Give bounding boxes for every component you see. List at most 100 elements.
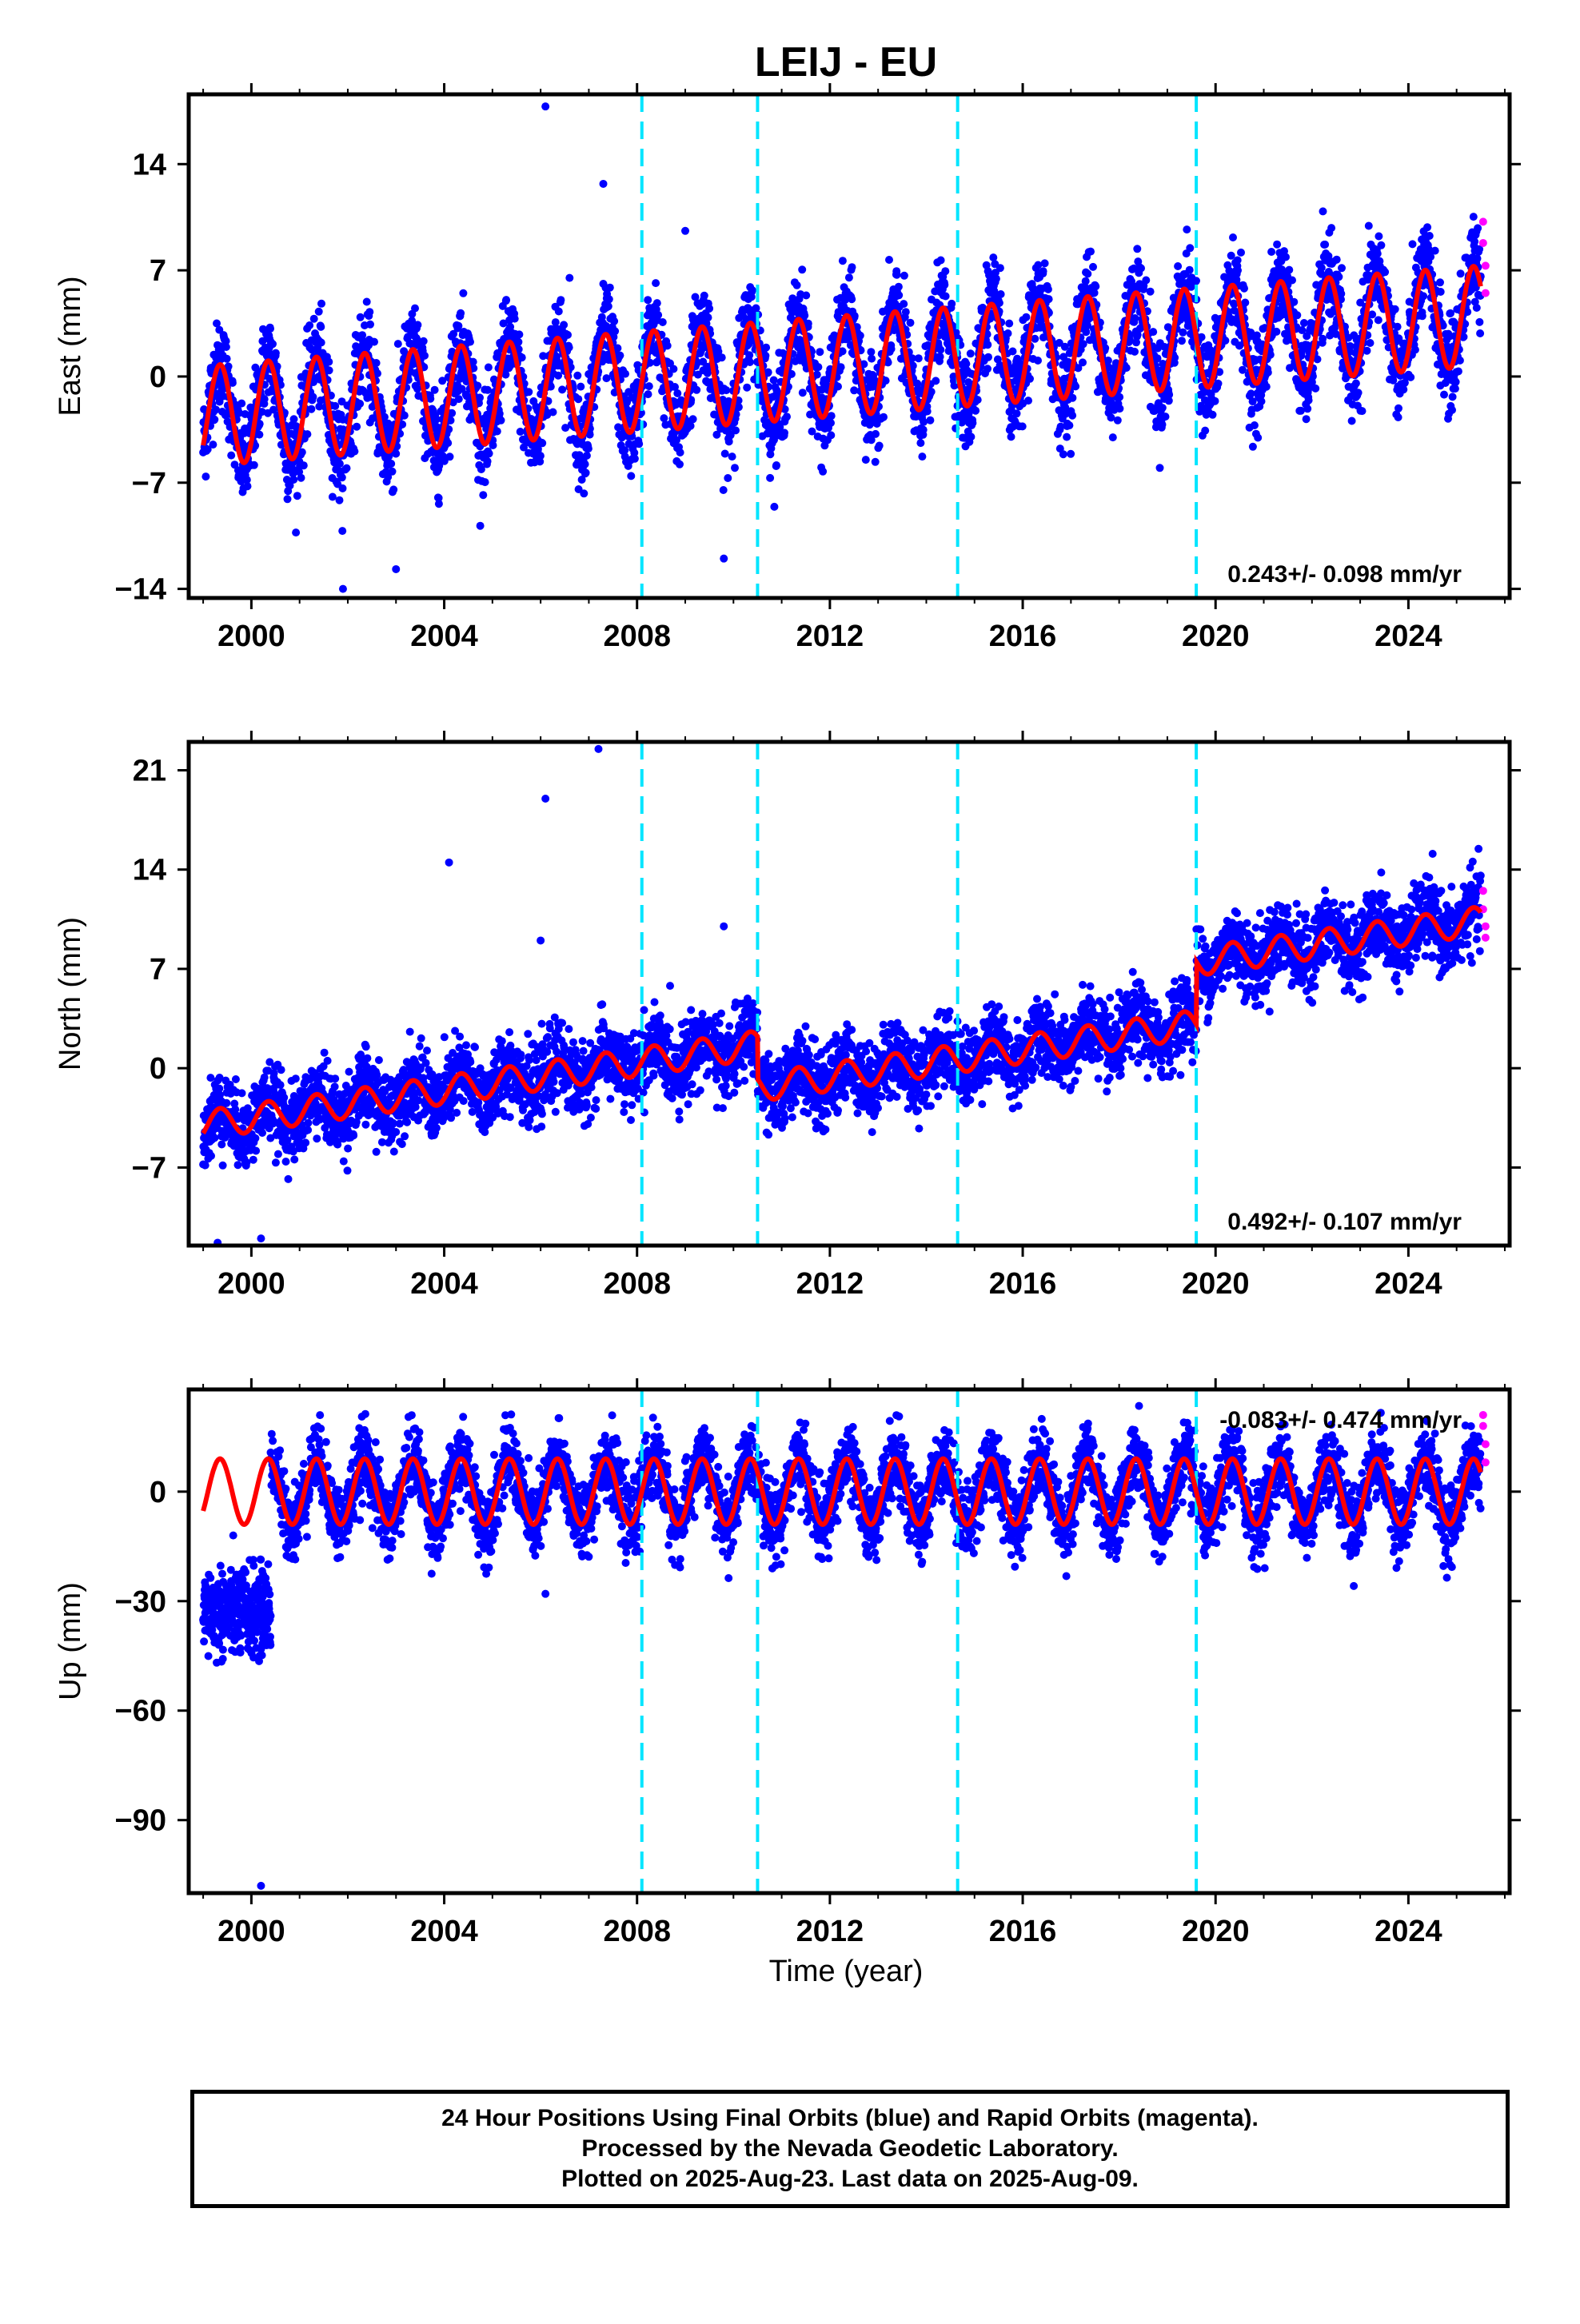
data-point xyxy=(1123,364,1131,372)
rate-label: 0.243+/- 0.098 mm/yr xyxy=(1227,561,1462,588)
x-tick-label: 2012 xyxy=(796,620,864,653)
data-point xyxy=(834,383,842,391)
data-point xyxy=(1305,397,1313,405)
data-point xyxy=(802,292,810,300)
data-point xyxy=(653,299,661,307)
data-point xyxy=(353,423,361,431)
data-point xyxy=(721,450,729,458)
data-point xyxy=(827,419,835,427)
data-point xyxy=(1004,329,1012,337)
data-point xyxy=(269,340,277,348)
data-point xyxy=(731,464,739,472)
data-point xyxy=(728,452,736,460)
data-point xyxy=(350,448,358,456)
data-point xyxy=(370,338,378,346)
data-point xyxy=(1263,383,1271,391)
outlier-point xyxy=(600,180,608,188)
data-point xyxy=(984,353,992,361)
data-point xyxy=(644,296,652,304)
data-point xyxy=(1007,433,1015,440)
data-point xyxy=(455,395,463,403)
data-point xyxy=(389,485,397,493)
data-point xyxy=(1300,319,1308,327)
data-point xyxy=(1254,434,1262,442)
data-point xyxy=(373,359,381,367)
data-point xyxy=(1319,335,1327,343)
data-point xyxy=(895,283,903,291)
data-point xyxy=(1267,248,1275,256)
data-point xyxy=(250,461,258,469)
x-tick-label: 2024 xyxy=(1375,620,1442,653)
data-point xyxy=(895,291,903,299)
data-point xyxy=(290,415,298,423)
data-point xyxy=(1091,282,1099,290)
data-point xyxy=(244,482,252,490)
data-point xyxy=(1065,421,1073,429)
data-point xyxy=(232,1075,240,1083)
data-point xyxy=(209,440,217,448)
data-point xyxy=(1446,309,1454,317)
data-point xyxy=(1418,312,1426,320)
data-point xyxy=(493,428,501,436)
data-point xyxy=(1367,339,1375,347)
data-point xyxy=(766,474,774,482)
data-point xyxy=(972,407,980,415)
data-point xyxy=(457,309,465,317)
data-point xyxy=(514,338,522,346)
data-point xyxy=(819,468,827,476)
outlier-point xyxy=(681,227,689,235)
data-point xyxy=(1474,224,1482,232)
data-point xyxy=(613,345,621,353)
data-point xyxy=(484,457,492,465)
data-point xyxy=(918,452,926,460)
data-point xyxy=(336,496,344,504)
data-point xyxy=(1234,266,1242,274)
data-point xyxy=(234,1161,242,1169)
data-point xyxy=(1440,391,1448,399)
data-point xyxy=(1419,292,1427,300)
data-point xyxy=(227,452,235,460)
data-point xyxy=(1024,397,1032,405)
chart-title: LEIJ - EU xyxy=(755,39,937,86)
data-point xyxy=(673,389,681,397)
data-point xyxy=(1359,407,1367,415)
data-point xyxy=(900,300,908,308)
data-point xyxy=(201,472,209,480)
data-point xyxy=(582,468,590,476)
data-point xyxy=(814,363,822,371)
data-point xyxy=(872,430,880,438)
data-point xyxy=(489,441,497,449)
data-point xyxy=(761,352,769,360)
data-point xyxy=(770,503,778,511)
data-point xyxy=(1234,257,1242,265)
data-point xyxy=(363,298,371,306)
data-point xyxy=(1273,241,1281,249)
data-point xyxy=(1183,225,1191,233)
data-point xyxy=(1192,277,1200,285)
data-point xyxy=(676,460,684,468)
data-point xyxy=(317,323,325,331)
data-point xyxy=(692,386,700,394)
data-point xyxy=(1338,264,1346,272)
data-point xyxy=(1156,464,1164,472)
data-point xyxy=(1321,241,1329,249)
data-point xyxy=(770,377,778,385)
x-tick-label: 2020 xyxy=(1182,620,1250,653)
data-point xyxy=(473,382,481,390)
data-point xyxy=(1249,443,1257,451)
data-point xyxy=(621,370,629,378)
data-point xyxy=(920,426,928,434)
data-point xyxy=(1319,207,1327,215)
data-point xyxy=(310,315,318,323)
data-point xyxy=(664,341,672,349)
data-point xyxy=(1355,389,1363,397)
data-point xyxy=(1179,329,1187,337)
data-point xyxy=(604,302,612,310)
data-point xyxy=(635,440,643,448)
data-point xyxy=(654,311,662,319)
data-point xyxy=(292,528,300,536)
data-point xyxy=(1165,391,1173,399)
data-point xyxy=(554,372,562,380)
data-point xyxy=(421,352,429,360)
